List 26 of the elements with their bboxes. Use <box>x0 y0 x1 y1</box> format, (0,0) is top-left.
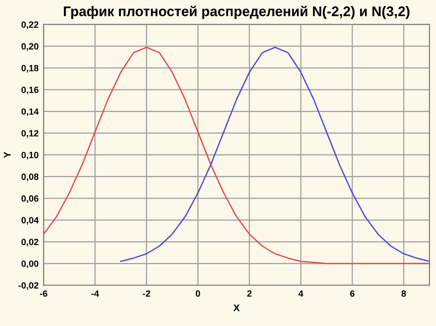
line-series <box>44 46 430 264</box>
y-tick-label: 0,22 <box>22 21 38 30</box>
y-tick-label: 0,16 <box>22 86 38 94</box>
y-tick-label: 0,04 <box>22 217 39 225</box>
x-tick-label: 8 <box>402 290 406 297</box>
y-tick-label: 0,02 <box>22 238 38 246</box>
y-tick-label: 0,12 <box>22 130 38 138</box>
y-tick-label: 0,00 <box>22 260 38 268</box>
x-tick-label: -4 <box>91 290 100 297</box>
chart-title: График плотностей распределений N(-2,2) и N(3,2) <box>64 6 410 19</box>
y-tick-label: 0,06 <box>22 195 38 203</box>
x-tick-label: -6 <box>40 290 48 297</box>
x-tick-label: -2 <box>142 290 150 297</box>
y-tick-label: 0,18 <box>22 64 38 73</box>
x-tick-label: 6 <box>350 290 354 297</box>
x-tick-label: 4 <box>298 290 304 297</box>
x-axis-title: X <box>233 304 240 312</box>
y-tick-label: 0,08 <box>22 174 38 182</box>
y-axis-title: Y <box>4 152 11 158</box>
y-tick-label: 0,20 <box>22 43 38 51</box>
y-tick-label: 0,10 <box>22 152 38 160</box>
y-tick-label: -0,02 <box>18 282 38 290</box>
x-tick-label: 0 <box>196 290 200 297</box>
x-tick-label: 2 <box>247 290 252 297</box>
y-tick-label: 0,14 <box>22 108 39 116</box>
line-series <box>120 46 430 262</box>
